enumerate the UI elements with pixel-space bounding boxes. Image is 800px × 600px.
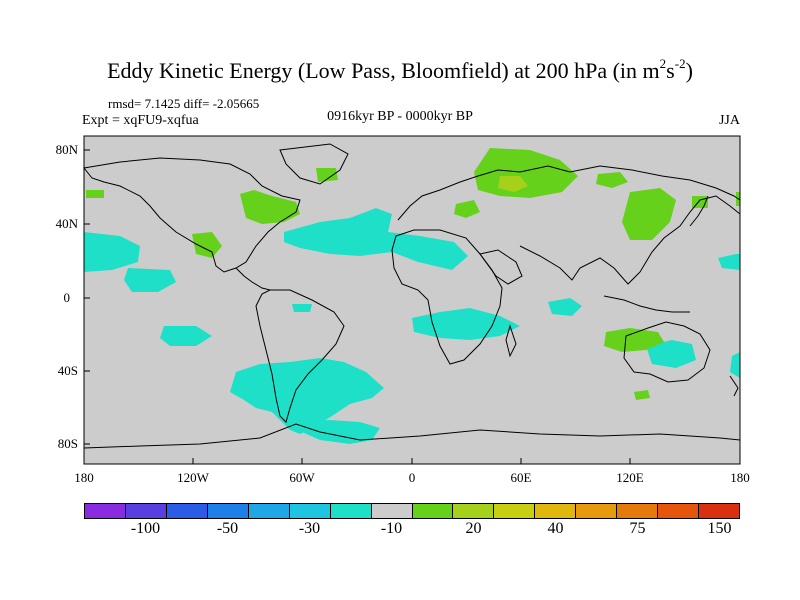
anomaly-patch [548,298,582,316]
coastline-north-america [83,157,301,273]
colorbar-box [125,504,167,518]
coastline-europe [397,165,741,221]
anomaly-patch [718,254,740,270]
anomaly-patch [230,358,384,434]
anomaly-patch [284,208,468,270]
colorbar-box [371,504,413,518]
anomaly-patch [192,232,222,258]
chart-title: Eddy Kinetic Energy (Low Pass, Bloomfiel… [107,56,693,83]
lon-label-60w: 60W [289,470,315,485]
anomaly-patch [454,200,480,218]
anomaly-patch [604,328,664,352]
anomaly-patch [596,172,628,188]
coastline-australia [623,321,711,383]
colorbar-box [453,504,495,518]
coastline-new-zealand [729,375,739,397]
statistics-text: rmsd= 7.1425 diff= -2.05665 [108,96,260,111]
colorbar-box [535,504,577,518]
anomaly-patch [160,326,212,346]
colorbar-box [289,504,331,518]
colorbar-box [248,504,290,518]
season-label: JJA [718,113,740,128]
anomaly-patch [240,190,300,224]
lat-label-40s: 40S [58,363,78,378]
colorbar-box [576,504,618,518]
colorbar-label: 75 [629,520,646,537]
anomaly-patch [622,188,676,240]
colorbar-box [412,504,454,518]
anomaly-patch [646,340,696,368]
colorbar-label: -100 [130,520,161,537]
coastline-africa [391,229,503,365]
coastline-greenland [279,143,349,185]
colorbar-label: 150 [707,520,732,537]
coastline-japan [689,195,709,227]
coastline-asia [519,195,741,285]
period-label: 0916kyr BP - 0000kyr BP [327,109,473,124]
coastline-central-america [235,267,271,291]
longitude-axis: 180 120W 60W 0 60E 120E 180 [74,458,750,485]
anomaly-patch [412,308,520,340]
lon-label-120e: 120E [616,470,644,485]
anomaly-patch [316,168,338,182]
colorbar-box [658,504,700,518]
colorbar-label: 40 [547,520,564,537]
anomaly-patch [730,352,740,378]
lat-label-40n: 40N [56,216,79,231]
anomaly-patch [292,304,312,312]
colorbar-box [330,504,372,518]
coastlines [83,143,741,449]
lon-label-120w: 120W [177,470,210,485]
colorbar-label: 20 [465,520,482,537]
colorbar-box [699,504,739,518]
anomaly-patch [84,232,140,272]
coastline-madagascar [505,324,517,358]
lon-label-180w: 180 [74,470,94,485]
coastline-arabia [479,249,523,285]
colorbar-label: -10 [380,520,403,537]
latitude-axis: 80N 40N 0 40S 80S [56,142,90,451]
negative-anomaly-patches [84,208,740,444]
anomaly-patch [86,190,104,198]
colorbar-box [617,504,659,518]
colorbar-label: -30 [298,520,321,537]
colorbar-label: -50 [216,520,239,537]
experiment-label: Expt = xqFU9-xqfua [82,113,199,128]
coastline-antarctica [83,423,741,449]
anomaly-patch [124,268,176,292]
anomaly-patch [498,176,528,192]
lon-label-180e: 180 [730,470,750,485]
colorbar [84,503,740,519]
coastline-south-america [255,289,345,423]
lat-label-0: 0 [64,290,71,305]
lat-label-80s: 80S [58,436,78,451]
colorbar-box [494,504,536,518]
colorbar-box [85,504,126,518]
map-background [84,136,740,464]
colorbar-box [207,504,249,518]
anomaly-patch [634,390,650,400]
lon-label-60e: 60E [511,470,532,485]
lon-label-0: 0 [409,470,416,485]
colorbar-box [166,504,208,518]
anomaly-patch [300,420,380,444]
coastline-indonesia [603,295,690,313]
lat-label-80n: 80N [56,142,79,157]
